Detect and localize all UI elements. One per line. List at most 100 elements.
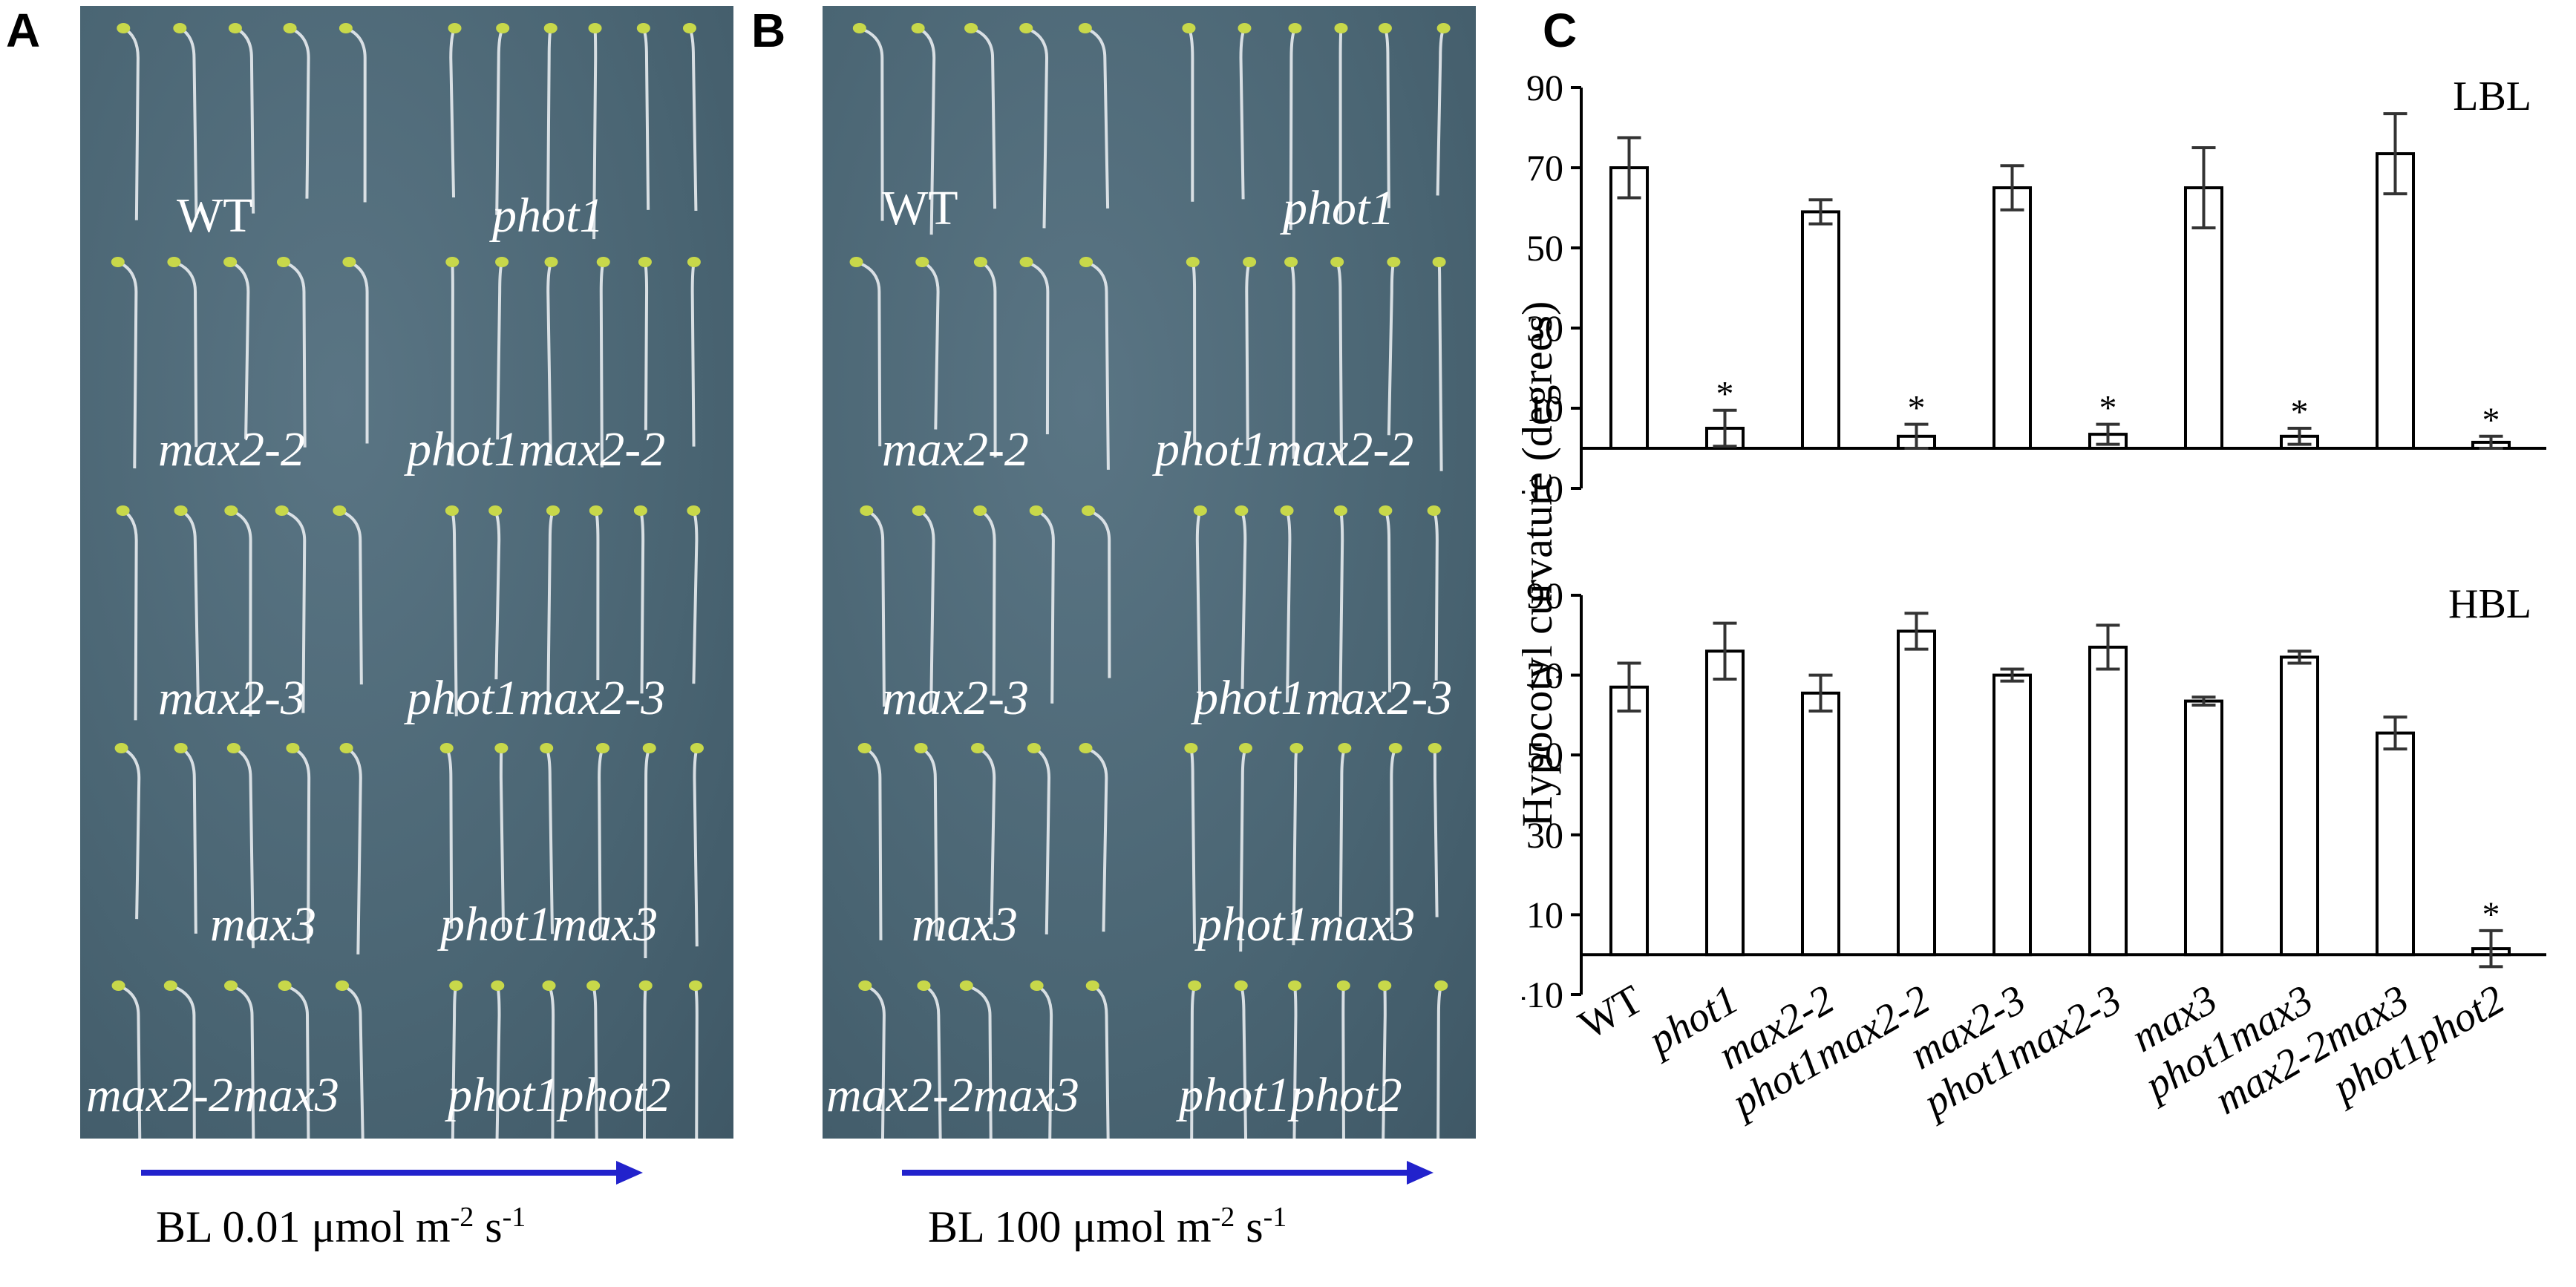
seedling	[1079, 743, 1108, 932]
error-bar	[1904, 422, 1929, 450]
photo-b-label-phot1max3: phot1max3	[1197, 897, 1416, 952]
caption-a-sup1: -2	[450, 1202, 474, 1233]
significance-star: *	[2099, 389, 2117, 428]
seedling	[1284, 257, 1298, 459]
seedling	[973, 505, 996, 696]
seedling	[914, 743, 938, 937]
y-tick-label: 30	[1526, 814, 1563, 856]
significance-star: *	[2482, 401, 2500, 440]
seedling	[495, 23, 510, 215]
curvature-bar-chart: Hypocotyl curvature (degrees)-10 10 30 50 70…	[1522, 67, 2546, 1127]
seedling	[494, 743, 509, 932]
seedling	[116, 505, 138, 721]
seedling	[117, 23, 140, 220]
seedling	[223, 257, 250, 439]
panel-title: LBL	[2453, 73, 2531, 119]
seedling	[1184, 743, 1198, 944]
seedling	[111, 980, 142, 1139]
error-bar	[2000, 164, 2024, 212]
error-bar	[2096, 422, 2120, 446]
seedling	[174, 505, 200, 698]
seedling	[633, 505, 647, 694]
y-tick-label: 50	[1526, 734, 1563, 776]
seedlings-graphic-b	[849, 23, 1451, 1139]
significance-star: *	[1716, 375, 1734, 414]
seedling	[1378, 980, 1392, 1139]
bar-phot1max2-3	[2088, 645, 2128, 957]
y-tick-label: 30	[1526, 307, 1563, 349]
seedling	[1193, 505, 1207, 710]
photo-a-label-phot1max2-2: phot1max2-2	[407, 422, 666, 477]
seedling	[1019, 23, 1049, 229]
seedling	[589, 505, 603, 681]
seedling	[173, 23, 198, 218]
panel-letter-a: A	[6, 4, 41, 57]
seedling-photo-a: WT phot1 max2-2 phot1max2-2 max2-3 phot1…	[80, 6, 733, 1139]
seedling	[912, 505, 935, 712]
seedling	[1078, 23, 1110, 209]
bar-WT	[1609, 166, 1650, 450]
error-bar	[1713, 621, 1737, 681]
seedling	[973, 257, 997, 458]
photo-b-label-wt: WT	[882, 181, 958, 235]
seedling	[167, 257, 198, 448]
seedling	[286, 743, 311, 944]
bar-max2-2max3	[2375, 731, 2416, 957]
seedling	[546, 505, 560, 715]
seedling	[1378, 23, 1392, 209]
seedling	[1235, 505, 1249, 690]
y-tick-label: 70	[1526, 655, 1563, 696]
seedling	[1243, 257, 1257, 451]
caption-b-sup2: -1	[1263, 1202, 1287, 1233]
seedling	[543, 23, 558, 220]
seedling	[228, 23, 255, 214]
caption-a-sup2: -1	[502, 1202, 526, 1233]
caption-b-sup1: -2	[1211, 1202, 1235, 1233]
significance-star: *	[2482, 895, 2500, 934]
photo-b-label-phot1max2-3: phot1max2-3	[1194, 671, 1453, 725]
error-bar	[2479, 929, 2503, 969]
y-axis-label: Hypocotyl curvature (degrees)	[1522, 301, 1561, 828]
seedling	[226, 743, 255, 949]
error-bar	[1713, 408, 1737, 448]
seedling	[1330, 257, 1344, 465]
seedling	[849, 257, 882, 447]
y-tick-label: 10	[1526, 387, 1563, 429]
seedling	[114, 743, 141, 920]
seedling	[1334, 23, 1348, 223]
y-tick-label: -10	[1522, 468, 1563, 509]
bar-phot1max2-2	[1896, 629, 1937, 957]
bar-max3	[2183, 699, 2224, 957]
bar-max2-2	[1800, 210, 1841, 450]
seedling	[687, 257, 701, 447]
seedling	[491, 980, 505, 1139]
bar-max2-2	[1800, 691, 1841, 957]
seedling	[1388, 743, 1402, 933]
seedling	[1338, 743, 1352, 917]
error-bar	[2191, 695, 2216, 707]
seedling	[852, 23, 884, 221]
seedling	[542, 980, 556, 1139]
seedling	[174, 743, 197, 934]
seedling	[1288, 980, 1302, 1139]
bar-max3	[2183, 186, 2224, 450]
caption-a: BL 0.01 μmol m-2 s-1	[156, 1201, 526, 1253]
seedling	[1029, 505, 1055, 704]
seedling	[335, 980, 365, 1139]
seedling	[448, 23, 462, 198]
seedling	[1081, 505, 1111, 678]
seedling	[1238, 23, 1252, 200]
seedling	[445, 505, 459, 717]
seedling	[1079, 257, 1110, 470]
seedling	[1387, 257, 1401, 436]
caption-a-mid: s	[474, 1202, 503, 1251]
photo-a-label-phot1max2-3: phot1max2-3	[407, 671, 666, 725]
seedling	[333, 505, 363, 685]
chart-panel-lbl: -10 10 30 50 70 90 LBL * * * * *	[1522, 67, 2546, 509]
seedling	[1182, 23, 1196, 202]
photo-a-label-max2-2max3: max2-2max3	[86, 1068, 339, 1122]
seedling	[970, 743, 996, 925]
seedling	[959, 980, 993, 1139]
photo-a-label-phot1max3: phot1max3	[440, 897, 658, 952]
error-bar	[2287, 427, 2312, 446]
